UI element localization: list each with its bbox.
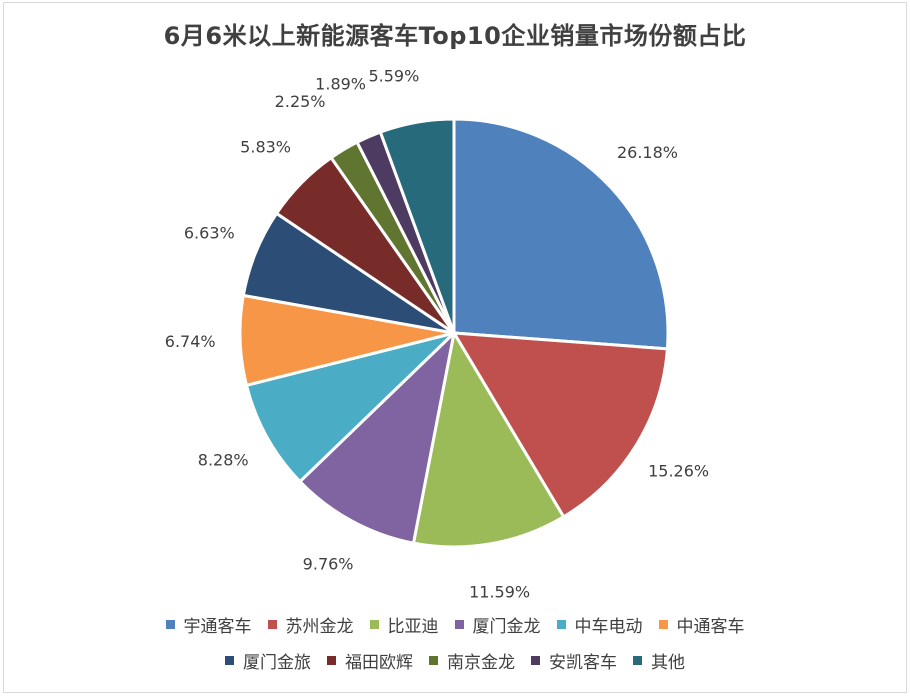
- data-label-10: 1.89%: [315, 74, 366, 93]
- data-label-4: 9.76%: [303, 555, 354, 574]
- legend-item-9: 南京金龙: [429, 648, 515, 673]
- legend-label: 中车电动: [574, 616, 643, 637]
- data-label-7: 6.63%: [184, 223, 235, 242]
- legend-label: 苏州金龙: [285, 616, 354, 637]
- legend-swatch: [165, 619, 175, 629]
- legend-row: 厦门金旅 福田欧辉 南京金龙 安凯客车 其他: [0, 642, 910, 678]
- pie-slice-11: [378, 117, 456, 335]
- data-label-11: 5.59%: [368, 67, 419, 86]
- legend-label: 安凯客车: [549, 652, 617, 673]
- legend-swatch: [267, 619, 277, 629]
- legend-item-3: 比亚迪: [369, 612, 439, 637]
- legend-swatch: [225, 655, 234, 665]
- legend-item-4: 厦门金龙: [454, 612, 541, 637]
- data-label-8: 5.83%: [240, 138, 291, 157]
- legend-label: 福田欧辉: [345, 652, 413, 673]
- pie-slice-4: [298, 331, 456, 545]
- legend-item-2: 苏州金龙: [267, 612, 354, 637]
- legend-item-5: 中车电动: [556, 612, 643, 637]
- legend-label: 中通客车: [676, 616, 745, 637]
- legend-item-1: 宇通客车: [165, 612, 252, 637]
- legend-item-6: 中通客车: [658, 612, 745, 637]
- legend-swatch: [556, 619, 566, 629]
- data-label-6: 6.74%: [165, 332, 216, 351]
- legend-label: 比亚迪: [387, 616, 439, 637]
- data-label-2: 15.26%: [648, 461, 709, 480]
- legend-swatch: [429, 655, 438, 665]
- legend-item-8: 福田欧辉: [327, 648, 413, 673]
- legend-item-7: 厦门金旅: [225, 648, 311, 673]
- pie-slice-3: [412, 331, 566, 549]
- pie-slice-5: [244, 331, 456, 484]
- legend-label: 厦门金旅: [243, 652, 311, 673]
- data-label-5: 8.28%: [198, 451, 249, 470]
- legend-label: 其他: [651, 652, 685, 673]
- legend-swatch: [327, 655, 336, 665]
- legend-item-10: 安凯客车: [531, 648, 617, 673]
- pie-slice-2: [452, 331, 669, 519]
- legend-swatch: [454, 619, 464, 629]
- legend-swatch: [633, 655, 642, 665]
- legend-swatch: [531, 655, 540, 665]
- pie-slice-1: [452, 117, 670, 351]
- legend-label: 厦门金龙: [472, 616, 541, 637]
- data-label-9: 2.25%: [275, 92, 326, 111]
- legend-item-11: 其他: [633, 648, 685, 673]
- data-label-1: 26.18%: [617, 143, 678, 162]
- data-label-3: 11.59%: [469, 583, 530, 602]
- legend-label: 宇通客车: [183, 616, 252, 637]
- legend-swatch: [658, 619, 668, 629]
- legend-row: 宇通客车 苏州金龙 比亚迪 厦门金龙 中车电动 中通客车: [0, 606, 910, 642]
- legend: 宇通客车 苏州金龙 比亚迪 厦门金龙 中车电动 中通客车 厦门金旅 福田欧辉 南京金龙 安凯客车…: [0, 606, 910, 678]
- chart-title: 6月6米以上新能源客车Top10企业销量市场份额占比: [163, 22, 747, 50]
- legend-swatch: [369, 619, 379, 629]
- legend-label: 南京金龙: [447, 652, 515, 673]
